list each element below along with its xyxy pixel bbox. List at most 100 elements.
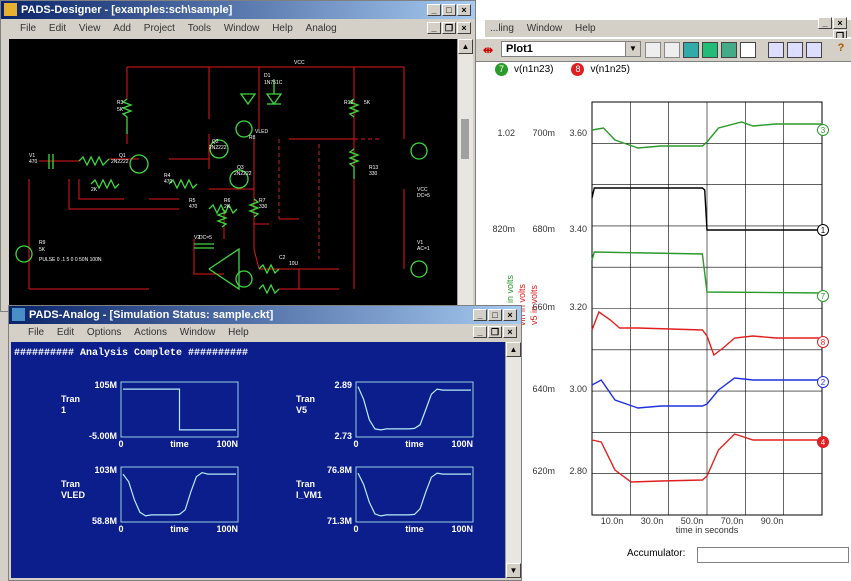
menu-window[interactable]: Window (179, 327, 216, 338)
part-val: 2K (91, 187, 98, 193)
part-val: AC=1 (417, 246, 430, 252)
minimize-button[interactable]: _ (818, 17, 832, 29)
minimize-doc-button[interactable]: _ (473, 326, 487, 338)
mini-xlabel: time (170, 524, 189, 534)
part-ref: C2 (279, 255, 286, 261)
restore-doc-button[interactable]: ❐ (488, 326, 502, 338)
trace-marker[interactable] (817, 436, 829, 448)
schematic-canvas[interactable]: VCC R3 5K D1 1N751C R12 5K VLED Q1 2N222… (9, 39, 457, 309)
stack-icon[interactable] (806, 42, 822, 58)
part-val: 2K (224, 204, 231, 210)
trace-marker-label: 4 (821, 438, 826, 447)
part-ref: R9 (39, 240, 46, 246)
y-axis-label-vn1n23: vn1n23 in volts (505, 274, 515, 335)
menu-file[interactable]: File (28, 327, 45, 338)
minimize-button[interactable]: _ (427, 4, 441, 16)
menu-analog[interactable]: Analog (305, 23, 337, 34)
table-icon[interactable] (740, 42, 756, 58)
scroll-down-button[interactable]: ▼ (506, 563, 521, 578)
scroll-up-button[interactable]: ▲ (458, 39, 473, 54)
trace-marker[interactable] (817, 376, 829, 388)
layout-icon[interactable] (768, 42, 784, 58)
y-tick-label: 680m (532, 224, 555, 234)
trace-marker[interactable] (817, 336, 829, 348)
menu-help[interactable]: Help (272, 23, 293, 34)
analog-menu-bar: File Edit Options Actions Window Help (9, 324, 521, 341)
trace-marker[interactable] (817, 124, 829, 136)
chevron-down-icon[interactable]: ▼ (625, 42, 640, 56)
menu-tools[interactable]: Tools (187, 23, 212, 34)
trace-marker-label: 3 (821, 126, 826, 135)
zoom-icon[interactable] (645, 42, 661, 58)
trace-marker-label: 7 (821, 292, 826, 301)
plot-grid (591, 101, 823, 516)
menu-add[interactable]: Add (113, 23, 131, 34)
part-ref: R3 (117, 100, 124, 106)
x-tick-label: 50.0n (681, 516, 704, 526)
mini-plot-frame (355, 381, 474, 438)
menu-actions[interactable]: Actions (134, 327, 167, 338)
plot-menu-item[interactable]: ...ling (490, 23, 514, 34)
restore-doc-button[interactable]: ❐ (442, 22, 456, 34)
menu-file[interactable]: File (20, 23, 37, 34)
close-doc-button[interactable]: × (457, 22, 471, 34)
waveform-trace (591, 310, 822, 357)
plot-select[interactable]: Plot1 ▼ (501, 41, 641, 57)
menu-view[interactable]: View (78, 23, 101, 34)
mini-ymin-label: 71.3M (327, 516, 352, 526)
x-tick-label: 10.0n (601, 516, 624, 526)
analysis-status-text: ########## Analysis Complete ########## (14, 348, 249, 359)
maximize-button[interactable]: □ (442, 4, 456, 16)
plot-toolbar: ⇹ Plot1 ▼ ? ? (475, 38, 851, 62)
maximize-button[interactable]: □ (488, 309, 502, 321)
help-icon[interactable]: ? (837, 42, 845, 54)
minimize-button[interactable]: _ (473, 309, 487, 321)
schematic-dashed-wires (278, 138, 379, 259)
analog-doc-controls: _ ❐ × (473, 326, 517, 338)
plot-nav-icon[interactable]: ⇹ (483, 43, 494, 57)
waveform-plot[interactable]: 1.02 700m 3.60 820m 680m 3.40 660m 3.20 640m 3.00… (475, 80, 851, 570)
mini-xlabel: time (405, 524, 424, 534)
zoom-box-icon[interactable] (664, 42, 680, 58)
close-button[interactable]: × (457, 4, 471, 16)
accumulator-field[interactable] (697, 547, 849, 563)
designer-vertical-scrollbar[interactable]: ▲ (457, 39, 473, 309)
trace-marker[interactable] (817, 290, 829, 302)
split-icon[interactable] (787, 42, 803, 58)
part-val: 330 (369, 171, 378, 177)
designer-title: PADS-Designer - [examples:sch\sample] (21, 4, 233, 16)
scroll-thumb[interactable] (461, 119, 469, 159)
part-ref: VLED (255, 129, 268, 135)
scroll-up-button[interactable]: ▲ (506, 342, 521, 357)
plot-menu-help[interactable]: Help (575, 23, 596, 34)
grid-icon[interactable] (683, 42, 699, 58)
legend-label: v(n1n23) (514, 64, 554, 75)
menu-edit[interactable]: Edit (48, 23, 67, 34)
part-val: 2N2222 (234, 171, 252, 177)
analog-vertical-scrollbar[interactable]: ▲ ▼ (505, 342, 521, 578)
mini-xlabel: time (170, 439, 189, 449)
close-doc-button[interactable]: × (503, 326, 517, 338)
part-val: DC=5 (199, 235, 212, 241)
cursor-icon[interactable] (702, 42, 718, 58)
part-val: 470 (164, 179, 173, 185)
close-button[interactable]: × (503, 309, 517, 321)
menu-window[interactable]: Window (223, 23, 260, 34)
trace-icon[interactable] (721, 42, 737, 58)
part-val: 5K (117, 107, 124, 113)
mini-ymax-label: 105M (94, 380, 117, 390)
analog-title: PADS-Analog - [Simulation Status: sample… (29, 309, 274, 321)
minimize-doc-button[interactable]: _ (427, 22, 441, 34)
mini-ymax-label: 76.8M (327, 465, 352, 475)
menu-options[interactable]: Options (86, 327, 122, 338)
plot-menu-window[interactable]: Window (526, 23, 563, 34)
part-ref: V1 (29, 153, 35, 159)
close-button[interactable]: × (833, 17, 847, 29)
y-tick-label: 620m (532, 466, 555, 476)
y-tick-label: 660m (532, 302, 555, 312)
menu-edit[interactable]: Edit (56, 327, 75, 338)
trace-marker[interactable] (817, 224, 829, 236)
menu-project[interactable]: Project (143, 23, 175, 34)
menu-help[interactable]: Help (228, 327, 249, 338)
mini-plot-frame (120, 381, 239, 438)
